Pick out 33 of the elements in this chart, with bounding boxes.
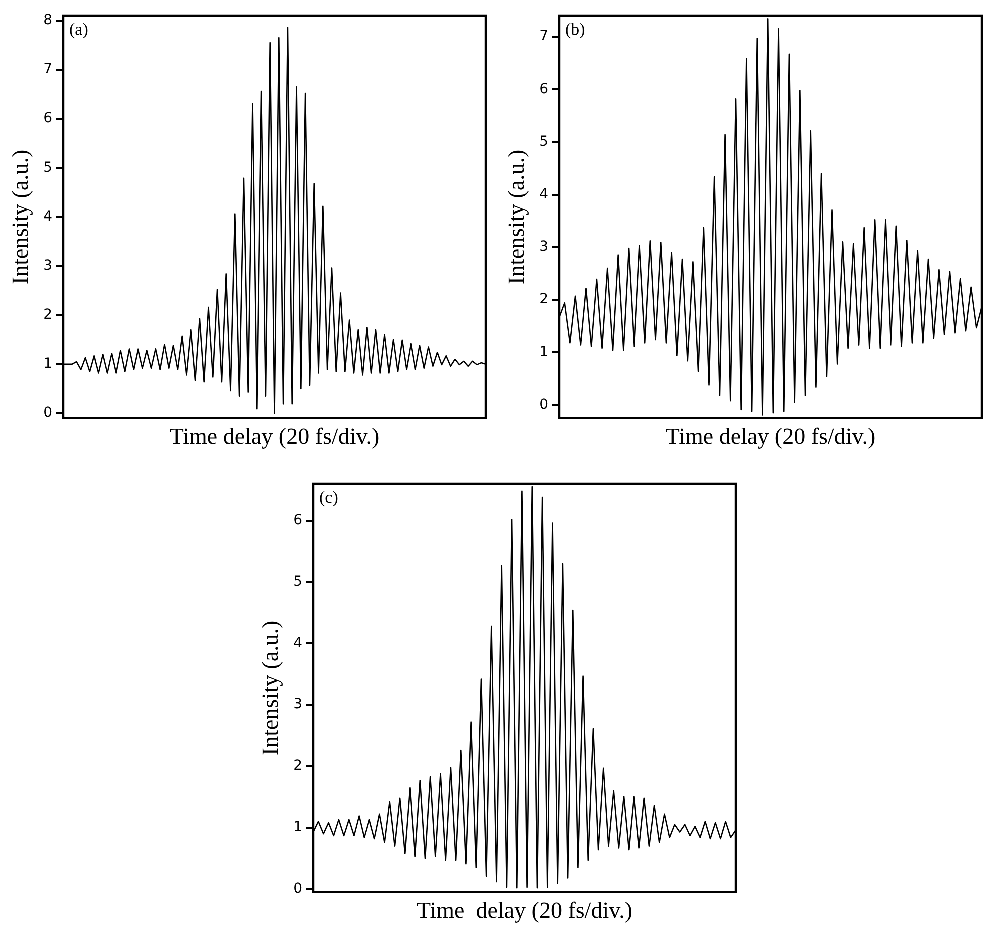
y-axis-title: Intensity (a.u.) (258, 620, 283, 756)
y-tick-label: 4 (540, 186, 549, 202)
y-tick-label: 0 (44, 405, 53, 422)
y-tick-label: 7 (540, 28, 549, 45)
y-tick-label: 6 (44, 110, 53, 127)
y-tick-label: 6 (294, 512, 303, 528)
x-axis-title: Time delay (20 fs/div.) (666, 424, 876, 450)
y-axis-title: Intensity (a.u.) (504, 150, 529, 285)
y-tick-label: 8 (44, 12, 53, 29)
annotation: (c) (320, 488, 338, 507)
y-tick-label: 5 (294, 574, 303, 590)
annotation: (b) (566, 20, 586, 39)
y-tick-label: 2 (540, 292, 549, 308)
x-axis-title: Time delay (20 fs/div.) (416, 898, 633, 924)
y-tick-label: 6 (540, 81, 549, 98)
y-tick-label: 2 (294, 758, 303, 774)
y-tick-label: 4 (294, 635, 303, 652)
y-tick-label: 0 (294, 880, 303, 897)
annotation: (a) (70, 20, 88, 39)
y-tick-label: 1 (294, 820, 303, 836)
y-tick-label: 3 (294, 696, 303, 713)
y-tick-label: 2 (44, 306, 53, 323)
y-axis-title: Intensity (a.u.) (8, 150, 33, 285)
y-tick-label: 7 (44, 62, 53, 78)
y-tick-label: 4 (44, 208, 53, 225)
y-tick-label: 1 (540, 344, 549, 360)
y-tick-label: 5 (540, 134, 549, 150)
y-tick-label: 0 (540, 396, 549, 413)
y-tick-label: 1 (44, 356, 53, 372)
y-tick-label: 3 (540, 239, 549, 256)
y-tick-label: 5 (44, 160, 53, 176)
x-axis-title: Time delay (20 fs/div.) (170, 424, 380, 450)
y-tick-label: 3 (44, 258, 53, 274)
